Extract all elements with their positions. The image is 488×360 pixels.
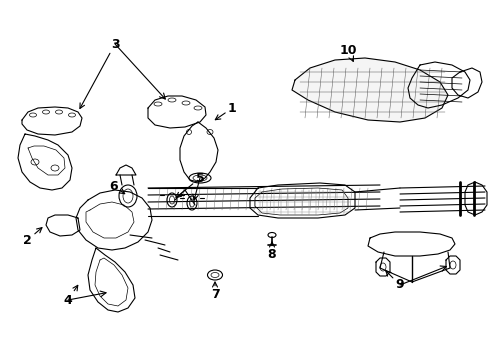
Text: 2: 2 (23, 228, 42, 247)
Text: 7: 7 (210, 282, 219, 302)
Text: 8: 8 (267, 242, 276, 261)
Polygon shape (291, 58, 447, 122)
Text: 5: 5 (176, 171, 204, 198)
Text: 1: 1 (215, 102, 236, 120)
Text: 10: 10 (339, 44, 356, 61)
Text: 4: 4 (63, 285, 78, 306)
Text: 6: 6 (109, 180, 124, 194)
Text: 3: 3 (80, 37, 119, 108)
Text: 9: 9 (385, 271, 404, 292)
